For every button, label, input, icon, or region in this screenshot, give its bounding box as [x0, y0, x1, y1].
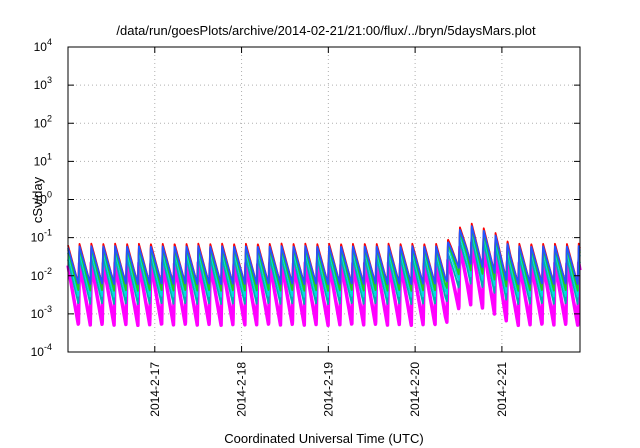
x-tick-label: 2014-2-19 [321, 362, 335, 417]
x-tick-label: 2014-2-20 [408, 362, 422, 417]
y-tick-label: 104 [34, 37, 52, 54]
y-tick-label: 100 [34, 190, 52, 207]
y-tick-label: 10-3 [31, 304, 52, 321]
y-tick-label: 10-1 [31, 228, 52, 245]
chart-title: /data/run/goesPlots/archive/2014-02-21/2… [116, 23, 536, 38]
series-line [67, 225, 581, 286]
series-line [66, 241, 582, 328]
x-tick-label: 2014-2-21 [495, 362, 509, 417]
x-axis: 2014-2-17 2014-2-18 2014-2-19 2014-2-20 2014… [148, 47, 509, 417]
series-group [66, 222, 582, 328]
x-axis-label: Coordinated Universal Time (UTC) [224, 431, 423, 446]
x-tick-label: 2014-2-18 [235, 362, 249, 417]
y-tick-label: 10-2 [31, 266, 52, 283]
y-tick-label: 103 [34, 75, 52, 92]
y-tick-label: 10-4 [31, 342, 52, 359]
x-tick-label: 2014-2-17 [148, 362, 162, 417]
y-tick-label: 102 [34, 113, 52, 130]
y-tick-label: 101 [34, 151, 52, 168]
y-axis-label: cSv/day [30, 176, 45, 223]
y-axis: 104 103 102 101 100 10-1 10-2 10-3 10-4 [31, 37, 580, 359]
